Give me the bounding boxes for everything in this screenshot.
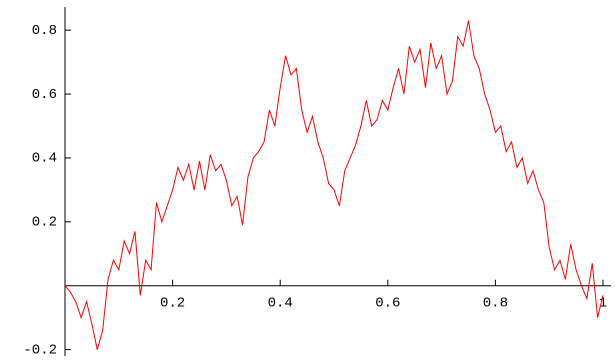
y-tick-label: -0.2 [23,342,57,358]
x-tick-label: 0.6 [375,295,400,311]
y-tick-label: 0.2 [32,215,57,231]
x-tick-label: 1 [599,295,607,311]
x-tick-label: 0.2 [160,295,185,311]
y-tick-label: 0.4 [32,151,57,167]
x-tick-label: 0.4 [268,295,293,311]
y-tick-label: 0.6 [32,87,57,103]
x-tick-label: 0.8 [483,295,508,311]
y-tick-label: 0.8 [32,23,57,39]
data-line [64,20,604,350]
